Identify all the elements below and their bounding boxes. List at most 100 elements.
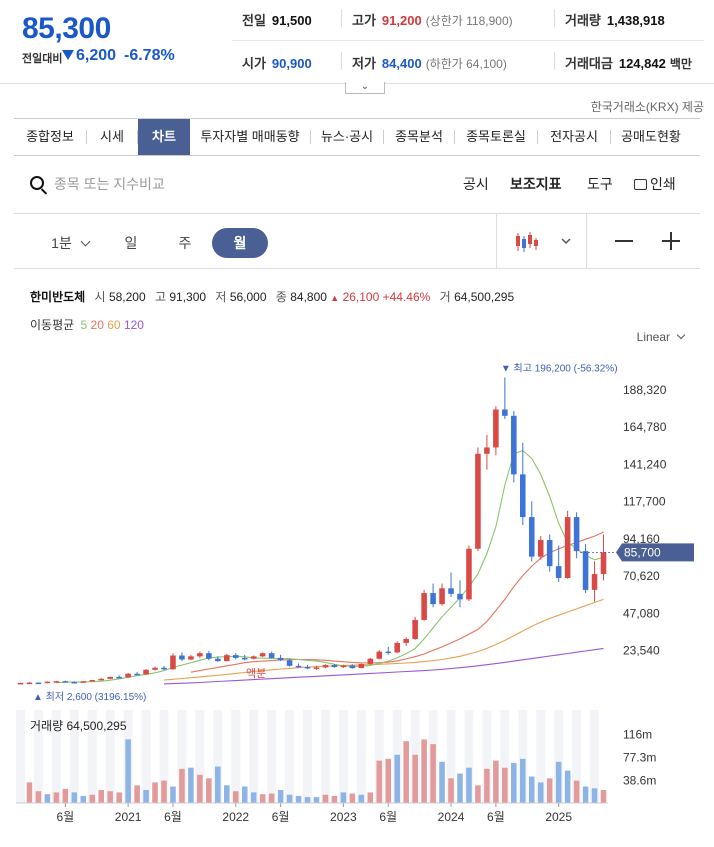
volume-bar <box>412 754 418 803</box>
volume-bar <box>600 790 607 803</box>
x-tick-label: 6월 <box>56 810 74 824</box>
volume-bar <box>197 774 203 803</box>
candle-body <box>340 665 347 668</box>
candle-body <box>152 667 158 670</box>
volume-bar <box>188 767 194 803</box>
volume-bar <box>457 773 463 803</box>
volume-bar <box>53 792 60 803</box>
minus-icon <box>615 240 633 242</box>
volume-stripe <box>590 710 600 803</box>
candle-body <box>44 681 51 684</box>
period-day[interactable]: 일 <box>124 235 138 251</box>
indicators-button[interactable]: 보조지표 <box>510 176 562 192</box>
tab-quotes[interactable]: 시세 <box>100 129 124 144</box>
volume-bar <box>322 794 329 803</box>
tab-overview[interactable]: 종합정보 <box>26 129 74 144</box>
x-tick-label: 6월 <box>487 810 505 824</box>
volume-bar <box>385 758 392 803</box>
volume-bar <box>286 794 293 803</box>
chevron-down-icon: ⌄ <box>360 81 370 92</box>
stock-info-line: 한미반도체 시 58,200 고 91,300 저 56,000 종 84,80… <box>30 290 515 304</box>
candle-body <box>259 653 266 657</box>
candlestick-chart[interactable]: 188,320 164,780 141,240 117,700 94,160 70,620… <box>0 270 714 847</box>
candle-body <box>206 653 212 659</box>
volume-tick-label: 77.3m <box>623 751 656 765</box>
candle-body <box>430 593 436 605</box>
candle-body <box>493 409 499 448</box>
volume-bar <box>430 744 436 803</box>
candle-body <box>98 678 104 681</box>
ma-120: 120 <box>123 318 144 332</box>
period-week[interactable]: 주 <box>178 235 192 251</box>
tab-disclosure[interactable]: 전자공시 <box>550 129 598 144</box>
chart-area: 한미반도체 시 58,200 고 91,300 저 56,000 종 84,80… <box>0 270 714 847</box>
volume-stripe <box>51 710 61 803</box>
printer-icon <box>634 179 647 190</box>
tools-button[interactable]: 도구 <box>587 176 613 192</box>
volume-bar <box>35 791 42 803</box>
scale-mode-dropdown[interactable]: Linear <box>637 330 686 344</box>
stat-prev-close: 전일 91,500 <box>242 13 312 28</box>
volume-bar <box>116 792 122 803</box>
min-price-annotation: ▲ 최저 2,600 (3196.15%) <box>33 691 146 703</box>
volume-bar <box>367 792 374 803</box>
disclosure-button[interactable]: 공시 <box>463 176 489 192</box>
volume-bar <box>564 770 571 803</box>
candle-body <box>107 676 113 679</box>
volume-bar <box>403 741 409 803</box>
volume-stripe <box>338 710 348 803</box>
volume-bar <box>224 785 230 803</box>
volume-stripe <box>482 710 492 803</box>
volume-bar <box>502 767 508 803</box>
tab-analysis[interactable]: 종목분석 <box>395 129 443 144</box>
compare-search-input[interactable]: 종목 또는 지수비교 <box>54 176 165 192</box>
tab-discussion[interactable]: 종목토론실 <box>466 129 526 144</box>
zoom-in-button[interactable] <box>661 231 681 251</box>
candle-body <box>582 551 589 590</box>
moving-average-legend: 이동평균 5 20 60 120 <box>30 318 144 332</box>
candle-body <box>466 548 472 600</box>
period-month[interactable]: 월 <box>212 228 268 258</box>
chart-toolbar: 종목 또는 지수비교 공시 보조지표 도구 인쇄 <box>30 170 690 200</box>
volume-legend: 거래량 64,500,295 <box>30 719 127 733</box>
zoom-out-button[interactable] <box>614 231 634 251</box>
volume-bar <box>62 788 69 803</box>
candle-body <box>89 680 96 682</box>
candle-body <box>537 540 544 557</box>
change-value: 6,200 <box>62 47 116 65</box>
tab-news[interactable]: 뉴스·공시 <box>320 129 374 144</box>
ma20-line <box>190 531 604 673</box>
volume-stripe <box>446 710 456 803</box>
volume-bar <box>573 780 580 803</box>
tab-investor-trends[interactable]: 투자자별 매매동향 <box>200 129 300 144</box>
minute-period-dropdown[interactable]: 1분 <box>40 228 100 258</box>
candle-body <box>250 656 257 659</box>
candle-body <box>439 588 445 605</box>
x-tick-label: 6월 <box>379 810 397 824</box>
change-label: 전일대비 <box>22 53 63 65</box>
x-tick-label: 2021 <box>115 810 142 824</box>
collapse-toggle[interactable]: ⌄ <box>345 82 385 94</box>
candle-body <box>134 673 140 676</box>
tab-short-selling[interactable]: 공매도현황 <box>621 129 681 144</box>
volume-bar <box>295 795 302 803</box>
stock-tabs: 종합정보 시세 차트 투자자별 매매동향 뉴스·공시 종목분석 종목토론실 전자… <box>14 118 700 156</box>
current-price-label: 85,700 <box>624 545 661 559</box>
volume-bar <box>546 778 553 803</box>
chart-type-dropdown[interactable] <box>514 230 574 254</box>
candle-body <box>215 658 221 662</box>
search-icon[interactable] <box>30 176 44 190</box>
ma-60: 60 <box>107 318 121 332</box>
y-tick-label: 70,620 <box>623 569 660 583</box>
tab-chart[interactable]: 차트 <box>138 119 190 155</box>
volume-bar <box>493 760 499 803</box>
y-tick-label: 94,160 <box>623 532 660 546</box>
candle-body <box>511 415 517 475</box>
candle-body <box>555 566 562 579</box>
candle-body <box>188 656 194 660</box>
stat-low: 저가 84,400 (하한가 64,100) <box>352 56 507 71</box>
volume-stripe <box>159 710 169 803</box>
candle-body <box>179 655 185 660</box>
candle-body <box>394 642 400 653</box>
print-button[interactable]: 인쇄 <box>634 174 676 194</box>
